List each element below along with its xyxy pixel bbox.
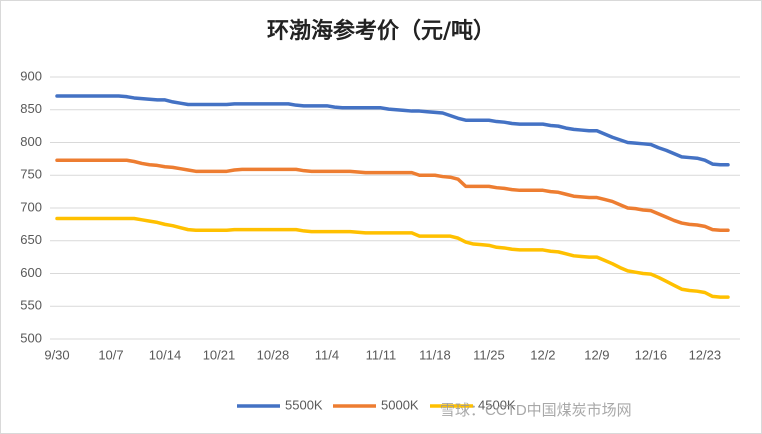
legend-label: 5500K bbox=[285, 397, 323, 412]
y-tick-label: 550 bbox=[20, 298, 42, 313]
x-tick-label: 12/23 bbox=[689, 347, 722, 362]
x-tick-label: 9/30 bbox=[44, 347, 69, 362]
x-tick-label: 11/11 bbox=[366, 347, 397, 362]
series-line bbox=[55, 216, 730, 299]
x-tick-label: 11/4 bbox=[315, 347, 339, 362]
y-tick-label: 700 bbox=[20, 199, 42, 214]
x-tick-label: 10/7 bbox=[98, 347, 123, 362]
x-tick-label: 12/16 bbox=[635, 347, 668, 362]
y-tick-label: 600 bbox=[20, 265, 42, 280]
y-tick-label: 800 bbox=[20, 134, 42, 149]
y-tick-label: 850 bbox=[20, 101, 42, 116]
legend-label: 5000K bbox=[381, 397, 419, 412]
x-tick-label: 10/28 bbox=[257, 347, 290, 362]
series-line bbox=[55, 158, 730, 233]
legend-label: 4500K bbox=[478, 397, 516, 412]
watermark: 雪球：CCTD中国煤炭市场网 bbox=[440, 402, 632, 419]
x-tick-label: 12/9 bbox=[584, 347, 609, 362]
y-tick-label: 900 bbox=[20, 68, 42, 83]
y-tick-label: 500 bbox=[20, 330, 42, 345]
chart-title: 环渤海参考价（元/吨） bbox=[267, 18, 495, 44]
x-tick-label: 11/18 bbox=[419, 347, 451, 362]
y-tick-label: 650 bbox=[20, 232, 42, 247]
x-tick-label: 11/25 bbox=[473, 347, 505, 362]
x-tick-label: 10/21 bbox=[203, 347, 236, 362]
series-line bbox=[55, 94, 730, 167]
x-tick-label: 10/14 bbox=[149, 347, 182, 362]
x-tick-label: 12/2 bbox=[530, 347, 555, 362]
y-tick-label: 750 bbox=[20, 167, 42, 182]
